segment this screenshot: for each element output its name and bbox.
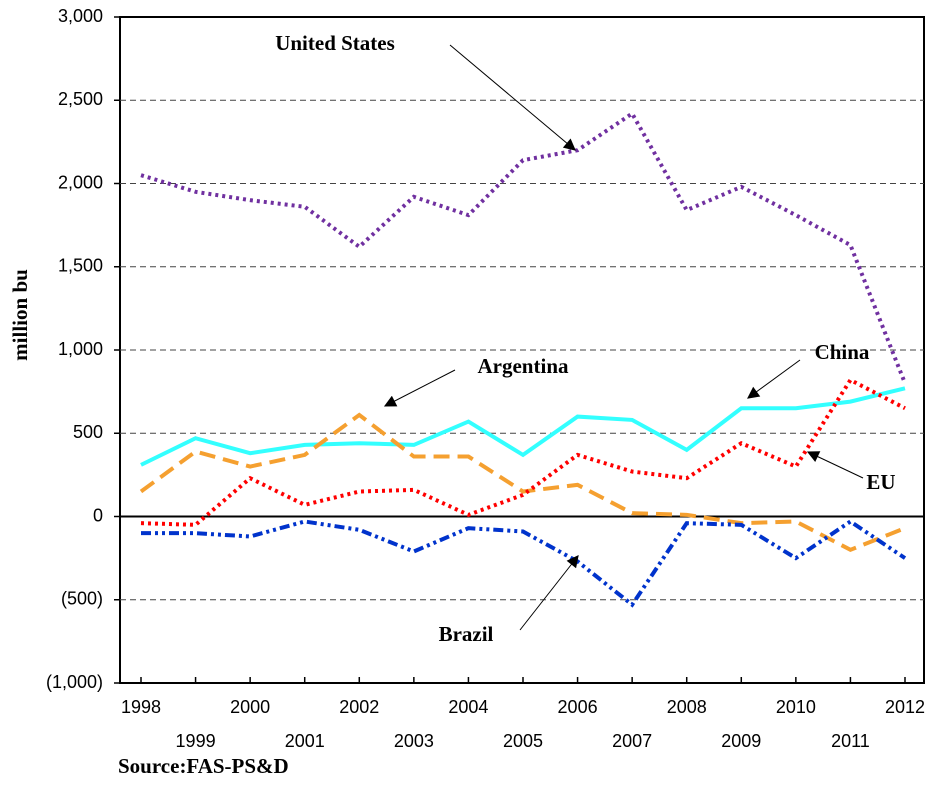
y-tick-label: 0: [93, 505, 103, 525]
x-tick-label: 1999: [176, 731, 216, 751]
x-tick-label: 2006: [558, 697, 598, 717]
y-tick-label: 1,500: [58, 256, 103, 276]
annotation-arrow: [383, 369, 456, 407]
x-tick-label: 2007: [612, 731, 652, 751]
series-annotation: Brazil: [439, 622, 494, 646]
x-tick-label: 2005: [503, 731, 543, 751]
y-tick-label: 1,000: [58, 339, 103, 359]
x-tick-label: 2010: [776, 697, 816, 717]
series-line: [141, 519, 907, 608]
y-tick-label: (1,000): [46, 672, 103, 692]
x-tick-label: 2003: [394, 731, 434, 751]
y-tick-label: 3,000: [58, 6, 103, 26]
x-tick-label: 2011: [831, 731, 870, 751]
x-tick-label: 2002: [339, 697, 379, 717]
y-axis-label: million bu: [8, 269, 32, 361]
annotation-arrow: [449, 44, 576, 151]
series-line: [140, 110, 907, 385]
x-tick-label: 1998: [121, 697, 161, 717]
series-annotation: United States: [275, 31, 395, 55]
x-tick-label: 2000: [230, 697, 270, 717]
y-tick-label: 500: [73, 422, 103, 442]
y-tick-label: 2,000: [58, 172, 103, 192]
annotation-arrow: [747, 359, 801, 399]
x-tick-label: 2012: [885, 697, 925, 717]
x-tick-label: 2001: [285, 731, 325, 751]
series-annotation: China: [815, 340, 870, 364]
series-line: [140, 386, 906, 467]
series-line: [139, 412, 906, 552]
x-tick-label: 2008: [667, 697, 707, 717]
source: Source:FAS-PS&D: [118, 754, 289, 778]
y-tick-label: (500): [61, 589, 103, 609]
y-tick-label: 2,500: [58, 89, 103, 109]
annotation-arrow: [519, 555, 579, 631]
x-tick-label: 2004: [448, 697, 488, 717]
series-line: [140, 377, 906, 527]
x-tick-label: 2009: [721, 731, 761, 751]
series-annotation: Argentina: [478, 354, 569, 378]
series-annotation: EU: [866, 470, 895, 494]
annotation-arrow: [806, 451, 864, 479]
